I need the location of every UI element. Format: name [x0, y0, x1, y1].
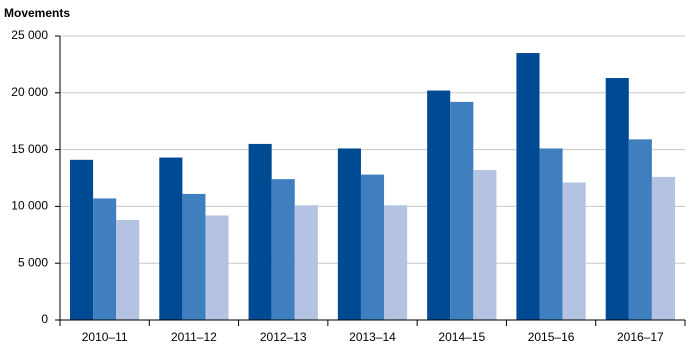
x-tick-label: 2015–16: [528, 330, 575, 344]
bar: [159, 157, 183, 320]
y-tick-label: 5 000: [18, 255, 48, 269]
chart-title: Movements: [4, 6, 70, 20]
y-tick-label: 25 000: [11, 28, 48, 42]
bar: [450, 101, 474, 320]
bar: [337, 148, 361, 320]
y-tick-label: 0: [41, 312, 48, 326]
bar: [248, 143, 272, 320]
bar: [116, 220, 140, 320]
bar: [605, 78, 629, 320]
x-tick-label: 2012–13: [260, 330, 307, 344]
y-tick-label: 20 000: [11, 85, 48, 99]
bar: [516, 53, 540, 320]
bar: [539, 148, 563, 320]
x-tick-label: 2010–11: [82, 330, 128, 344]
bar: [294, 205, 318, 320]
x-tick-label: 2011–12: [171, 330, 217, 344]
bar: [70, 159, 94, 320]
bar: [473, 170, 497, 320]
x-tick-label: 2014–15: [438, 330, 485, 344]
y-tick-label: 10 000: [11, 199, 48, 213]
bar: [360, 174, 385, 320]
bar: [271, 179, 295, 320]
bar: [628, 139, 652, 320]
x-tick-label: 2016–17: [617, 330, 664, 344]
bar: [384, 205, 408, 320]
bar: [93, 198, 117, 320]
x-tick-label: 2013–14: [349, 330, 396, 344]
bar: [562, 182, 586, 320]
bar: [651, 176, 675, 320]
bar: [182, 193, 206, 320]
bar: [205, 215, 229, 320]
bar: [427, 90, 451, 320]
y-tick-label: 15 000: [11, 142, 48, 156]
